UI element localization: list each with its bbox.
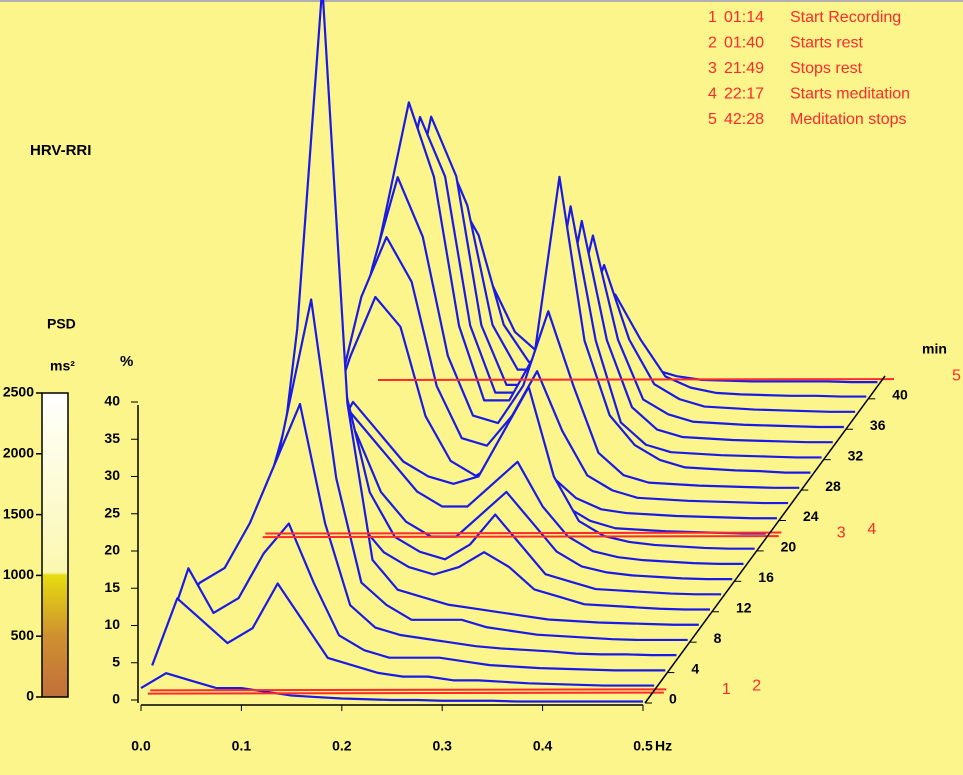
z-tick-label: 20 <box>781 539 797 555</box>
spectrum-line <box>285 235 789 505</box>
z-tick-label: 28 <box>825 478 841 494</box>
x-tick-label: 0.1 <box>232 738 252 754</box>
surface <box>140 0 878 703</box>
colorbar-tick-label: 1500 <box>3 505 34 521</box>
z-tick-label: 36 <box>870 417 886 433</box>
event-number: 2 <box>708 35 717 52</box>
event-label: Stops rest <box>790 60 863 77</box>
colorbar-title: PSD <box>47 316 76 332</box>
event-label: Start Recording <box>790 9 901 26</box>
event-marker: 3 <box>837 524 846 541</box>
y-tick-label: 40 <box>104 393 120 409</box>
y-axis-label: % <box>120 353 133 370</box>
event-marker: 2 <box>752 678 761 695</box>
y-tick-label: 0 <box>112 691 120 707</box>
z-tick-label: 4 <box>691 660 699 676</box>
y-tick-label: 20 <box>104 542 120 558</box>
y-tick-label: 25 <box>104 504 120 520</box>
y-tick-label: 15 <box>104 579 120 595</box>
x-tick-label: 0.0 <box>131 738 151 754</box>
event-label: Starts meditation <box>790 86 910 103</box>
y-tick-label: 10 <box>104 616 120 632</box>
event-time: 22:17 <box>724 86 764 103</box>
z-tick-label: 12 <box>736 599 752 615</box>
z-tick-label: 32 <box>848 447 864 463</box>
event-label: Starts rest <box>790 35 863 52</box>
chart-title: HRV-RRI <box>30 142 91 159</box>
x-tick-label: 0.3 <box>432 738 452 754</box>
event-marker: 1 <box>722 681 731 698</box>
event-marker: 4 <box>867 521 876 538</box>
spectrum-line <box>151 582 655 687</box>
z-tick-label: 40 <box>892 387 908 403</box>
spectrum-line <box>307 101 811 474</box>
y-tick-label: 30 <box>104 467 120 483</box>
colorbar-tick-label: 0 <box>26 688 34 704</box>
colorbar-tick-label: 500 <box>11 627 35 643</box>
y-tick-label: 35 <box>104 430 120 446</box>
spectrum-line <box>162 522 666 672</box>
x-tick-label: 0.2 <box>332 738 352 754</box>
spectrum-line <box>140 672 643 703</box>
y-tick-label: 5 <box>112 653 120 669</box>
event-time: 21:49 <box>724 60 764 77</box>
event-number: 3 <box>708 60 717 77</box>
event-line <box>378 378 895 382</box>
event-line <box>147 691 664 695</box>
event-number: 5 <box>708 111 717 128</box>
colorbar-tick-label: 2500 <box>3 384 34 400</box>
z-tick-label: 24 <box>803 508 819 524</box>
colorbar-tick-label: 2000 <box>3 445 34 461</box>
colorbar <box>41 392 69 698</box>
event-number: 1 <box>708 9 717 26</box>
event-time: 42:28 <box>724 111 764 128</box>
event-line <box>262 535 779 539</box>
z-tick-label: 8 <box>714 630 722 646</box>
event-line <box>265 531 782 535</box>
spectrum-fill <box>141 673 643 703</box>
spectrum-line <box>173 402 677 657</box>
x-tick-label: 0.5 <box>633 738 653 754</box>
z-axis <box>644 375 886 704</box>
spectrum-line <box>296 176 800 489</box>
event-marker: 5 <box>952 367 961 384</box>
x-axis-label: Hz <box>655 738 672 754</box>
z-tick-label: 16 <box>758 569 774 585</box>
colorbar-tick-label: 1000 <box>3 566 34 582</box>
event-label: Meditation stops <box>790 111 907 128</box>
spectrum-fill <box>152 583 655 688</box>
z-tick-label: 0 <box>669 691 677 707</box>
colorbar-unit: ms² <box>50 358 75 374</box>
event-number: 4 <box>708 86 717 103</box>
event-time: 01:14 <box>724 9 764 26</box>
event-time: 01:40 <box>724 35 764 52</box>
z-axis-label: min <box>922 341 947 357</box>
x-tick-label: 0.4 <box>533 738 553 754</box>
event-line <box>150 688 667 692</box>
